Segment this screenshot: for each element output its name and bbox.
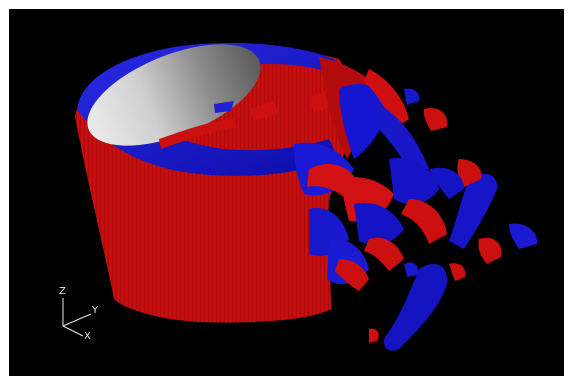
axis-lines (62, 298, 92, 337)
axis-orientation-triad: Z Y X (49, 284, 119, 344)
cylinder-opening (87, 44, 261, 146)
isosurface-render (75, 43, 538, 351)
3d-render-viewport[interactable]: Z Y X (9, 9, 564, 376)
vortex-structures (294, 69, 538, 351)
axis-label-z: Z (59, 286, 66, 297)
axis-label-y: Y (92, 305, 99, 316)
axis-label-x: X (84, 331, 91, 342)
